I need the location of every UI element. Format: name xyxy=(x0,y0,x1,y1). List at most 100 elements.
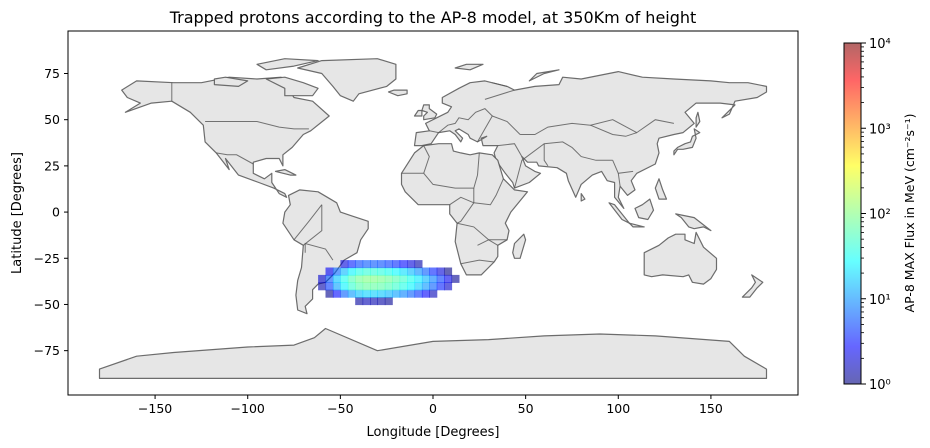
flux-cell xyxy=(377,297,386,306)
flux-cell xyxy=(340,282,349,291)
country-border xyxy=(304,242,334,261)
colorbar-ticks: 10⁰ 10¹ 10² 10³ 10⁴ xyxy=(861,37,891,393)
flux-cell xyxy=(414,267,423,276)
flux-cell xyxy=(436,267,445,276)
flux-cell xyxy=(362,282,371,291)
flux-cell xyxy=(332,282,341,291)
country-border xyxy=(477,115,521,143)
flux-cell xyxy=(332,289,341,298)
country-border xyxy=(456,222,508,241)
flux-cell xyxy=(370,260,378,269)
flux-cell xyxy=(340,289,349,298)
land-sumatra xyxy=(608,202,631,224)
land-java xyxy=(628,222,645,228)
land-new-guinea xyxy=(675,213,712,232)
flux-cell xyxy=(355,267,364,276)
land-australia xyxy=(643,231,718,285)
flux-cell xyxy=(355,274,364,283)
land-sakhalin xyxy=(695,111,701,128)
x-tick-label: 50 xyxy=(518,401,534,416)
flux-cell xyxy=(399,260,408,269)
flux-cell xyxy=(340,260,349,269)
y-axis: 75 50 25 0 −25 −50 −75 xyxy=(34,66,68,358)
land-philippines xyxy=(654,178,668,200)
flux-cell xyxy=(451,274,460,283)
y-axis-label: Latitude [Degrees] xyxy=(10,152,25,274)
flux-cell xyxy=(399,282,408,291)
country-border xyxy=(492,82,508,87)
flux-cell xyxy=(414,289,423,298)
country-border xyxy=(543,143,549,167)
flux-cell xyxy=(362,297,371,306)
land-uk xyxy=(421,104,438,121)
flux-cell xyxy=(355,260,364,269)
country-border xyxy=(205,121,309,130)
flux-cell xyxy=(355,282,364,291)
x-tick-label: 150 xyxy=(699,401,723,416)
land-eurasia xyxy=(413,70,768,209)
country-border xyxy=(460,259,495,265)
flux-cell xyxy=(414,282,423,291)
flux-cell xyxy=(370,274,378,283)
flux-cell xyxy=(429,282,438,291)
flux-cell xyxy=(370,289,378,298)
country-border xyxy=(293,204,323,241)
flux-cell xyxy=(362,267,371,276)
y-tick-label: −50 xyxy=(34,297,60,312)
flux-cell xyxy=(347,267,356,276)
land-baffin xyxy=(265,76,319,97)
land-madagascar xyxy=(512,233,527,259)
flux-cell xyxy=(377,260,386,269)
flux-cell xyxy=(325,267,334,276)
flux-cell xyxy=(399,289,408,298)
flux-cell xyxy=(377,274,386,283)
country-border xyxy=(429,108,493,134)
x-axis: −150 −100 −50 0 50 100 150 xyxy=(138,395,723,416)
colorbar-tick-label: 10³ xyxy=(869,122,891,137)
land-antarctica xyxy=(98,327,768,379)
land-ellesmere xyxy=(256,58,319,71)
flux-cell xyxy=(421,282,430,291)
country-border xyxy=(216,152,254,165)
x-tick-label: −150 xyxy=(138,401,172,416)
x-tick-label: −50 xyxy=(327,401,353,416)
y-tick-label: 25 xyxy=(44,158,60,173)
flux-cell xyxy=(355,297,364,306)
country-border xyxy=(477,239,499,246)
country-border xyxy=(497,143,523,157)
flux-cell xyxy=(392,282,401,291)
country-border xyxy=(484,89,515,100)
flux-cell xyxy=(347,274,356,283)
land-ireland xyxy=(413,109,423,117)
flux-cell xyxy=(377,267,386,276)
world-map xyxy=(98,58,768,379)
flux-cell xyxy=(399,274,408,283)
land-novaya-zemlya xyxy=(528,69,560,82)
x-tick-label: 100 xyxy=(606,401,630,416)
flux-cell xyxy=(384,282,393,291)
flux-cell xyxy=(325,274,334,283)
flux-cell xyxy=(407,260,416,269)
y-tick-label: 75 xyxy=(44,66,60,81)
flux-cell xyxy=(318,282,327,291)
land-victoria-island xyxy=(213,76,249,88)
flux-cell xyxy=(429,274,438,283)
flux-cell xyxy=(325,289,334,298)
flux-cell xyxy=(436,274,445,283)
flux-cell xyxy=(392,289,401,298)
flux-heatmap xyxy=(318,260,460,306)
colorbar: 10⁰ 10¹ 10² 10³ 10⁴ AP-8 MAX Flux in MeV (cm… xyxy=(843,37,917,393)
flux-cell xyxy=(407,274,416,283)
flux-cell xyxy=(355,289,364,298)
x-axis-label: Longitude [Degrees] xyxy=(366,425,499,440)
flux-cell xyxy=(414,274,423,283)
flux-cell xyxy=(414,260,423,269)
y-tick-label: −75 xyxy=(34,343,60,358)
flux-cell xyxy=(347,260,356,269)
colorbar-tick-label: 10⁰ xyxy=(869,378,891,393)
flux-cell xyxy=(340,267,349,276)
country-border xyxy=(590,124,637,137)
flux-cell xyxy=(444,267,453,276)
flux-cell xyxy=(444,274,453,283)
